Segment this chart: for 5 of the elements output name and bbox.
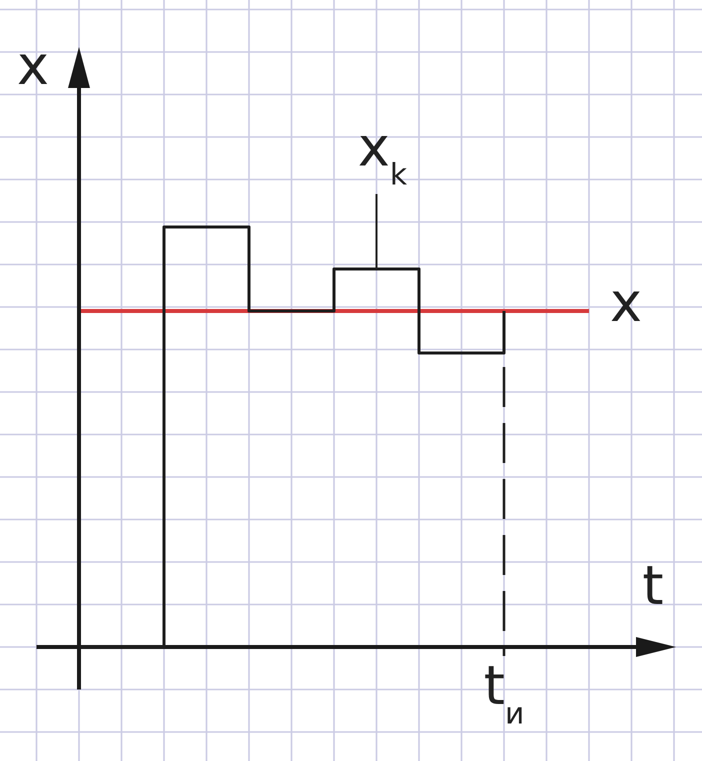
text: t$_{и}$ bbox=[484, 654, 524, 732]
annotation: x$_{k}$ bbox=[358, 115, 408, 193]
y-axis-title: x bbox=[17, 34, 49, 97]
ref-line-label: x bbox=[610, 271, 642, 334]
x-axis-title: t bbox=[642, 554, 664, 617]
